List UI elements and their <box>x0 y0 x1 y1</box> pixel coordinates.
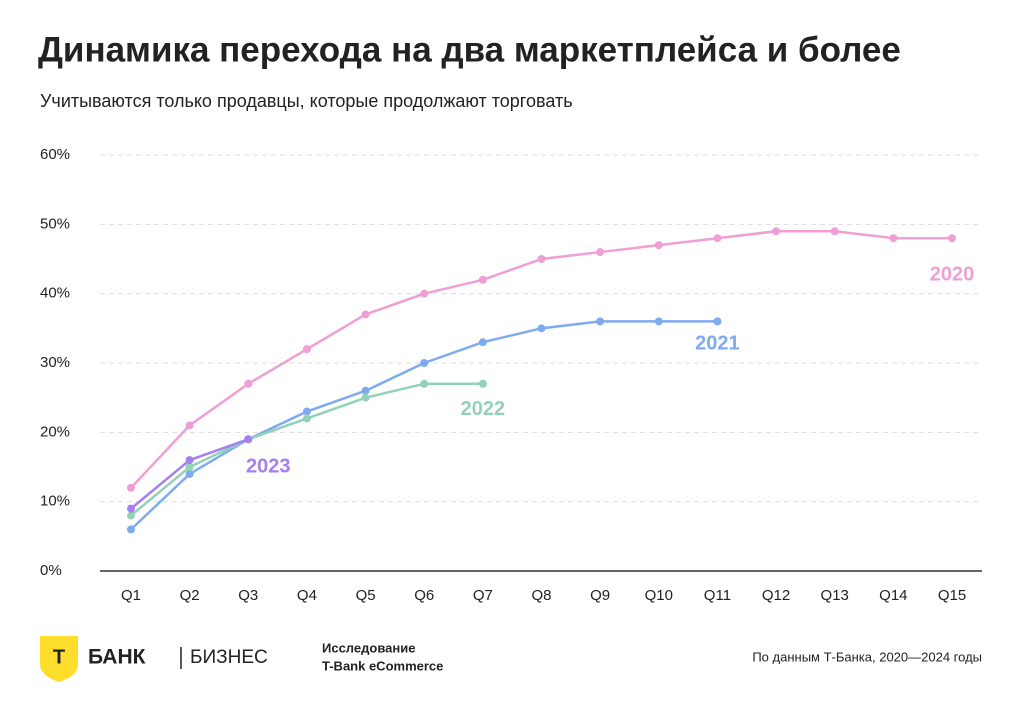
logo-letter: Т <box>53 646 65 668</box>
point <box>948 234 956 243</box>
x-tick-label: Q10 <box>645 587 673 604</box>
point <box>361 310 370 319</box>
point <box>361 393 370 402</box>
point <box>478 275 487 284</box>
point <box>185 463 194 471</box>
series-label: 2020 <box>930 263 975 285</box>
point <box>478 379 487 388</box>
x-tick-label: Q14 <box>879 587 907 604</box>
point <box>713 234 722 243</box>
y-tick-label: 10% <box>40 493 70 510</box>
x-tick-label: Q12 <box>762 587 790 604</box>
y-tick-label: 40% <box>40 285 70 302</box>
y-tick-label: 50% <box>40 215 70 232</box>
point <box>420 359 429 367</box>
x-tick-label: Q7 <box>473 587 493 604</box>
point <box>830 227 839 236</box>
x-tick-label: Q9 <box>590 587 610 604</box>
x-tick-label: Q15 <box>938 587 966 604</box>
point <box>302 414 311 423</box>
brand: БАНК <box>88 646 146 669</box>
point <box>244 379 253 388</box>
chart-title: Динамика перехода на два маркетплейса и … <box>38 30 901 69</box>
x-tick-label: Q3 <box>238 587 258 604</box>
point <box>420 289 429 298</box>
series-label: 2023 <box>246 456 291 478</box>
chart-subtitle: Учитываются только продавцы, которые про… <box>40 91 573 111</box>
point <box>537 324 546 333</box>
x-tick-label: Q8 <box>531 587 551 604</box>
series-label: 2021 <box>695 333 740 355</box>
point <box>127 483 135 492</box>
point <box>244 435 253 444</box>
point <box>127 504 135 513</box>
x-tick-label: Q2 <box>180 587 200 604</box>
point <box>478 338 487 347</box>
point <box>713 317 722 326</box>
point <box>772 227 781 236</box>
study-line: Исследование <box>322 640 415 655</box>
x-tick-label: Q1 <box>121 587 141 604</box>
point <box>537 255 546 263</box>
y-tick-label: 20% <box>40 423 70 440</box>
point <box>302 345 311 354</box>
x-tick-label: Q13 <box>821 587 849 604</box>
y-tick-label: 30% <box>40 354 70 371</box>
point <box>185 456 194 465</box>
point <box>889 234 898 243</box>
x-tick-label: Q5 <box>356 587 376 604</box>
division: БИЗНЕС <box>190 647 268 668</box>
x-tick-label: Q6 <box>414 587 434 604</box>
x-tick-label: Q4 <box>297 587 317 604</box>
point <box>654 241 663 250</box>
study-line: T-Bank eCommerce <box>322 658 443 673</box>
y-tick-label: 60% <box>40 146 70 163</box>
point <box>361 386 370 395</box>
point <box>127 525 135 534</box>
point <box>420 379 429 388</box>
logo-shield <box>40 636 78 682</box>
series-label: 2022 <box>461 398 506 420</box>
y-tick-label: 0% <box>40 562 62 579</box>
point <box>127 511 135 520</box>
point <box>596 317 605 326</box>
point <box>654 317 663 326</box>
point <box>302 407 311 416</box>
source: По данным Т-Банка, 2020—2024 годы <box>752 649 982 664</box>
point <box>185 469 194 478</box>
x-tick-label: Q11 <box>704 587 731 604</box>
point <box>185 421 194 430</box>
point <box>596 248 605 257</box>
